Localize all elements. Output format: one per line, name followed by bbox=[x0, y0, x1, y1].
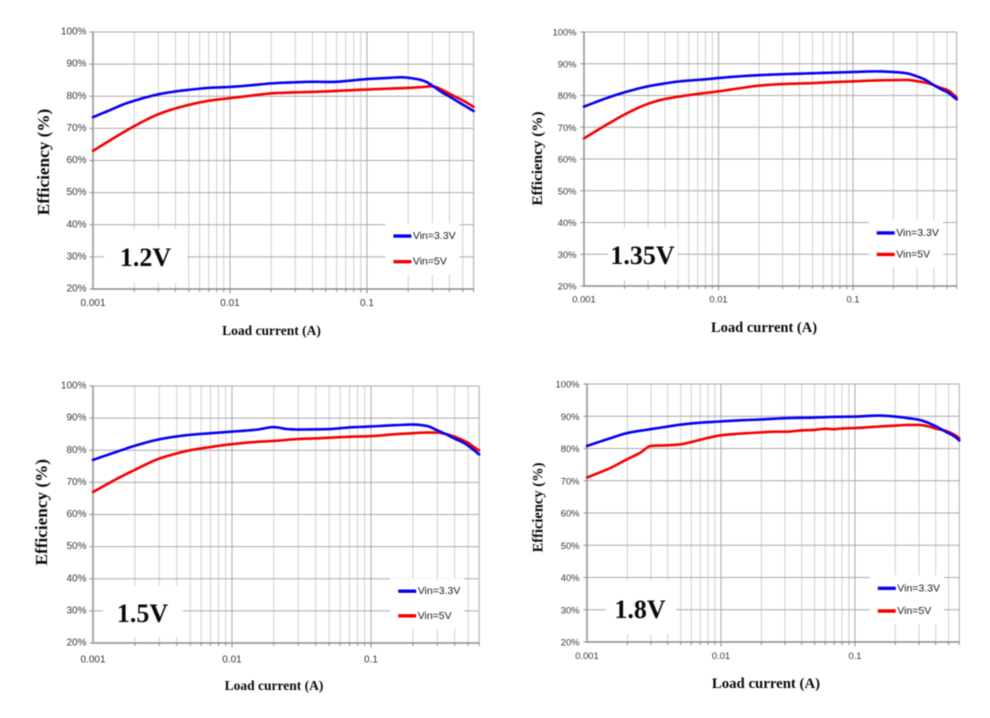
svg-text:Efficiency (%): Efficiency (%) bbox=[34, 109, 53, 215]
svg-text:Vin=5V: Vin=5V bbox=[418, 610, 452, 622]
svg-text:0.1: 0.1 bbox=[848, 650, 861, 661]
svg-text:90%: 90% bbox=[558, 58, 577, 69]
svg-text:70%: 70% bbox=[558, 122, 577, 133]
svg-text:Vin=5V: Vin=5V bbox=[896, 248, 930, 260]
svg-text:70%: 70% bbox=[66, 477, 86, 488]
svg-text:60%: 60% bbox=[561, 508, 580, 519]
svg-text:Efficiency (%): Efficiency (%) bbox=[531, 462, 547, 552]
svg-text:0.1: 0.1 bbox=[364, 655, 378, 666]
svg-text:Efficiency (%): Efficiency (%) bbox=[529, 111, 546, 205]
svg-text:Efficiency (%): Efficiency (%) bbox=[32, 459, 51, 565]
svg-text:100%: 100% bbox=[61, 381, 87, 392]
svg-text:Load current (A): Load current (A) bbox=[225, 678, 324, 693]
svg-text:Load current (A): Load current (A) bbox=[222, 323, 321, 338]
svg-text:Vin=3.3V: Vin=3.3V bbox=[897, 582, 940, 594]
svg-text:100%: 100% bbox=[556, 379, 580, 390]
svg-text:70%: 70% bbox=[66, 123, 86, 134]
svg-text:30%: 30% bbox=[558, 249, 577, 260]
svg-text:70%: 70% bbox=[561, 475, 580, 486]
svg-text:20%: 20% bbox=[561, 637, 580, 648]
svg-text:0.01: 0.01 bbox=[709, 294, 727, 305]
svg-text:Vin=3.3V: Vin=3.3V bbox=[418, 585, 461, 597]
svg-text:50%: 50% bbox=[66, 187, 86, 198]
svg-text:60%: 60% bbox=[66, 509, 86, 520]
svg-text:Load current (A): Load current (A) bbox=[712, 676, 820, 692]
svg-text:Vin=5V: Vin=5V bbox=[413, 256, 447, 268]
svg-text:20%: 20% bbox=[66, 284, 86, 295]
svg-text:Load current (A): Load current (A) bbox=[711, 320, 817, 336]
svg-text:60%: 60% bbox=[558, 154, 577, 165]
svg-text:60%: 60% bbox=[66, 155, 86, 166]
svg-text:30%: 30% bbox=[561, 604, 580, 615]
svg-text:40%: 40% bbox=[66, 219, 86, 230]
svg-text:1.5V: 1.5V bbox=[117, 599, 169, 628]
svg-text:40%: 40% bbox=[561, 572, 580, 583]
svg-text:100%: 100% bbox=[61, 27, 87, 38]
svg-text:0.1: 0.1 bbox=[846, 294, 859, 305]
svg-text:0.001: 0.001 bbox=[575, 650, 598, 661]
svg-text:0.001: 0.001 bbox=[572, 294, 595, 305]
svg-text:1.35V: 1.35V bbox=[610, 241, 675, 270]
svg-text:Vin=3.3V: Vin=3.3V bbox=[413, 230, 456, 242]
svg-text:50%: 50% bbox=[561, 540, 580, 551]
svg-text:80%: 80% bbox=[558, 90, 577, 101]
svg-text:0.01: 0.01 bbox=[222, 655, 242, 666]
svg-text:50%: 50% bbox=[558, 185, 577, 196]
svg-text:100%: 100% bbox=[553, 27, 577, 38]
svg-text:20%: 20% bbox=[66, 638, 86, 649]
svg-text:1.8V: 1.8V bbox=[614, 595, 666, 624]
svg-text:80%: 80% bbox=[561, 443, 580, 454]
svg-text:0.1: 0.1 bbox=[360, 298, 374, 309]
svg-text:30%: 30% bbox=[66, 251, 86, 262]
svg-text:Vin=5V: Vin=5V bbox=[897, 605, 931, 617]
svg-text:20%: 20% bbox=[558, 281, 577, 292]
svg-text:0.01: 0.01 bbox=[220, 298, 240, 309]
svg-text:40%: 40% bbox=[66, 573, 86, 584]
svg-text:90%: 90% bbox=[561, 411, 580, 422]
svg-text:90%: 90% bbox=[66, 59, 86, 70]
svg-text:0.001: 0.001 bbox=[80, 655, 105, 666]
svg-text:Vin=3.3V: Vin=3.3V bbox=[896, 227, 939, 239]
svg-text:0.01: 0.01 bbox=[712, 650, 730, 661]
svg-text:1.2V: 1.2V bbox=[120, 243, 172, 272]
svg-text:80%: 80% bbox=[66, 91, 86, 102]
svg-text:90%: 90% bbox=[66, 413, 86, 424]
svg-text:40%: 40% bbox=[558, 217, 577, 228]
svg-text:80%: 80% bbox=[66, 445, 86, 456]
svg-text:50%: 50% bbox=[66, 541, 86, 552]
svg-text:0.001: 0.001 bbox=[80, 298, 105, 309]
svg-text:30%: 30% bbox=[66, 605, 86, 616]
